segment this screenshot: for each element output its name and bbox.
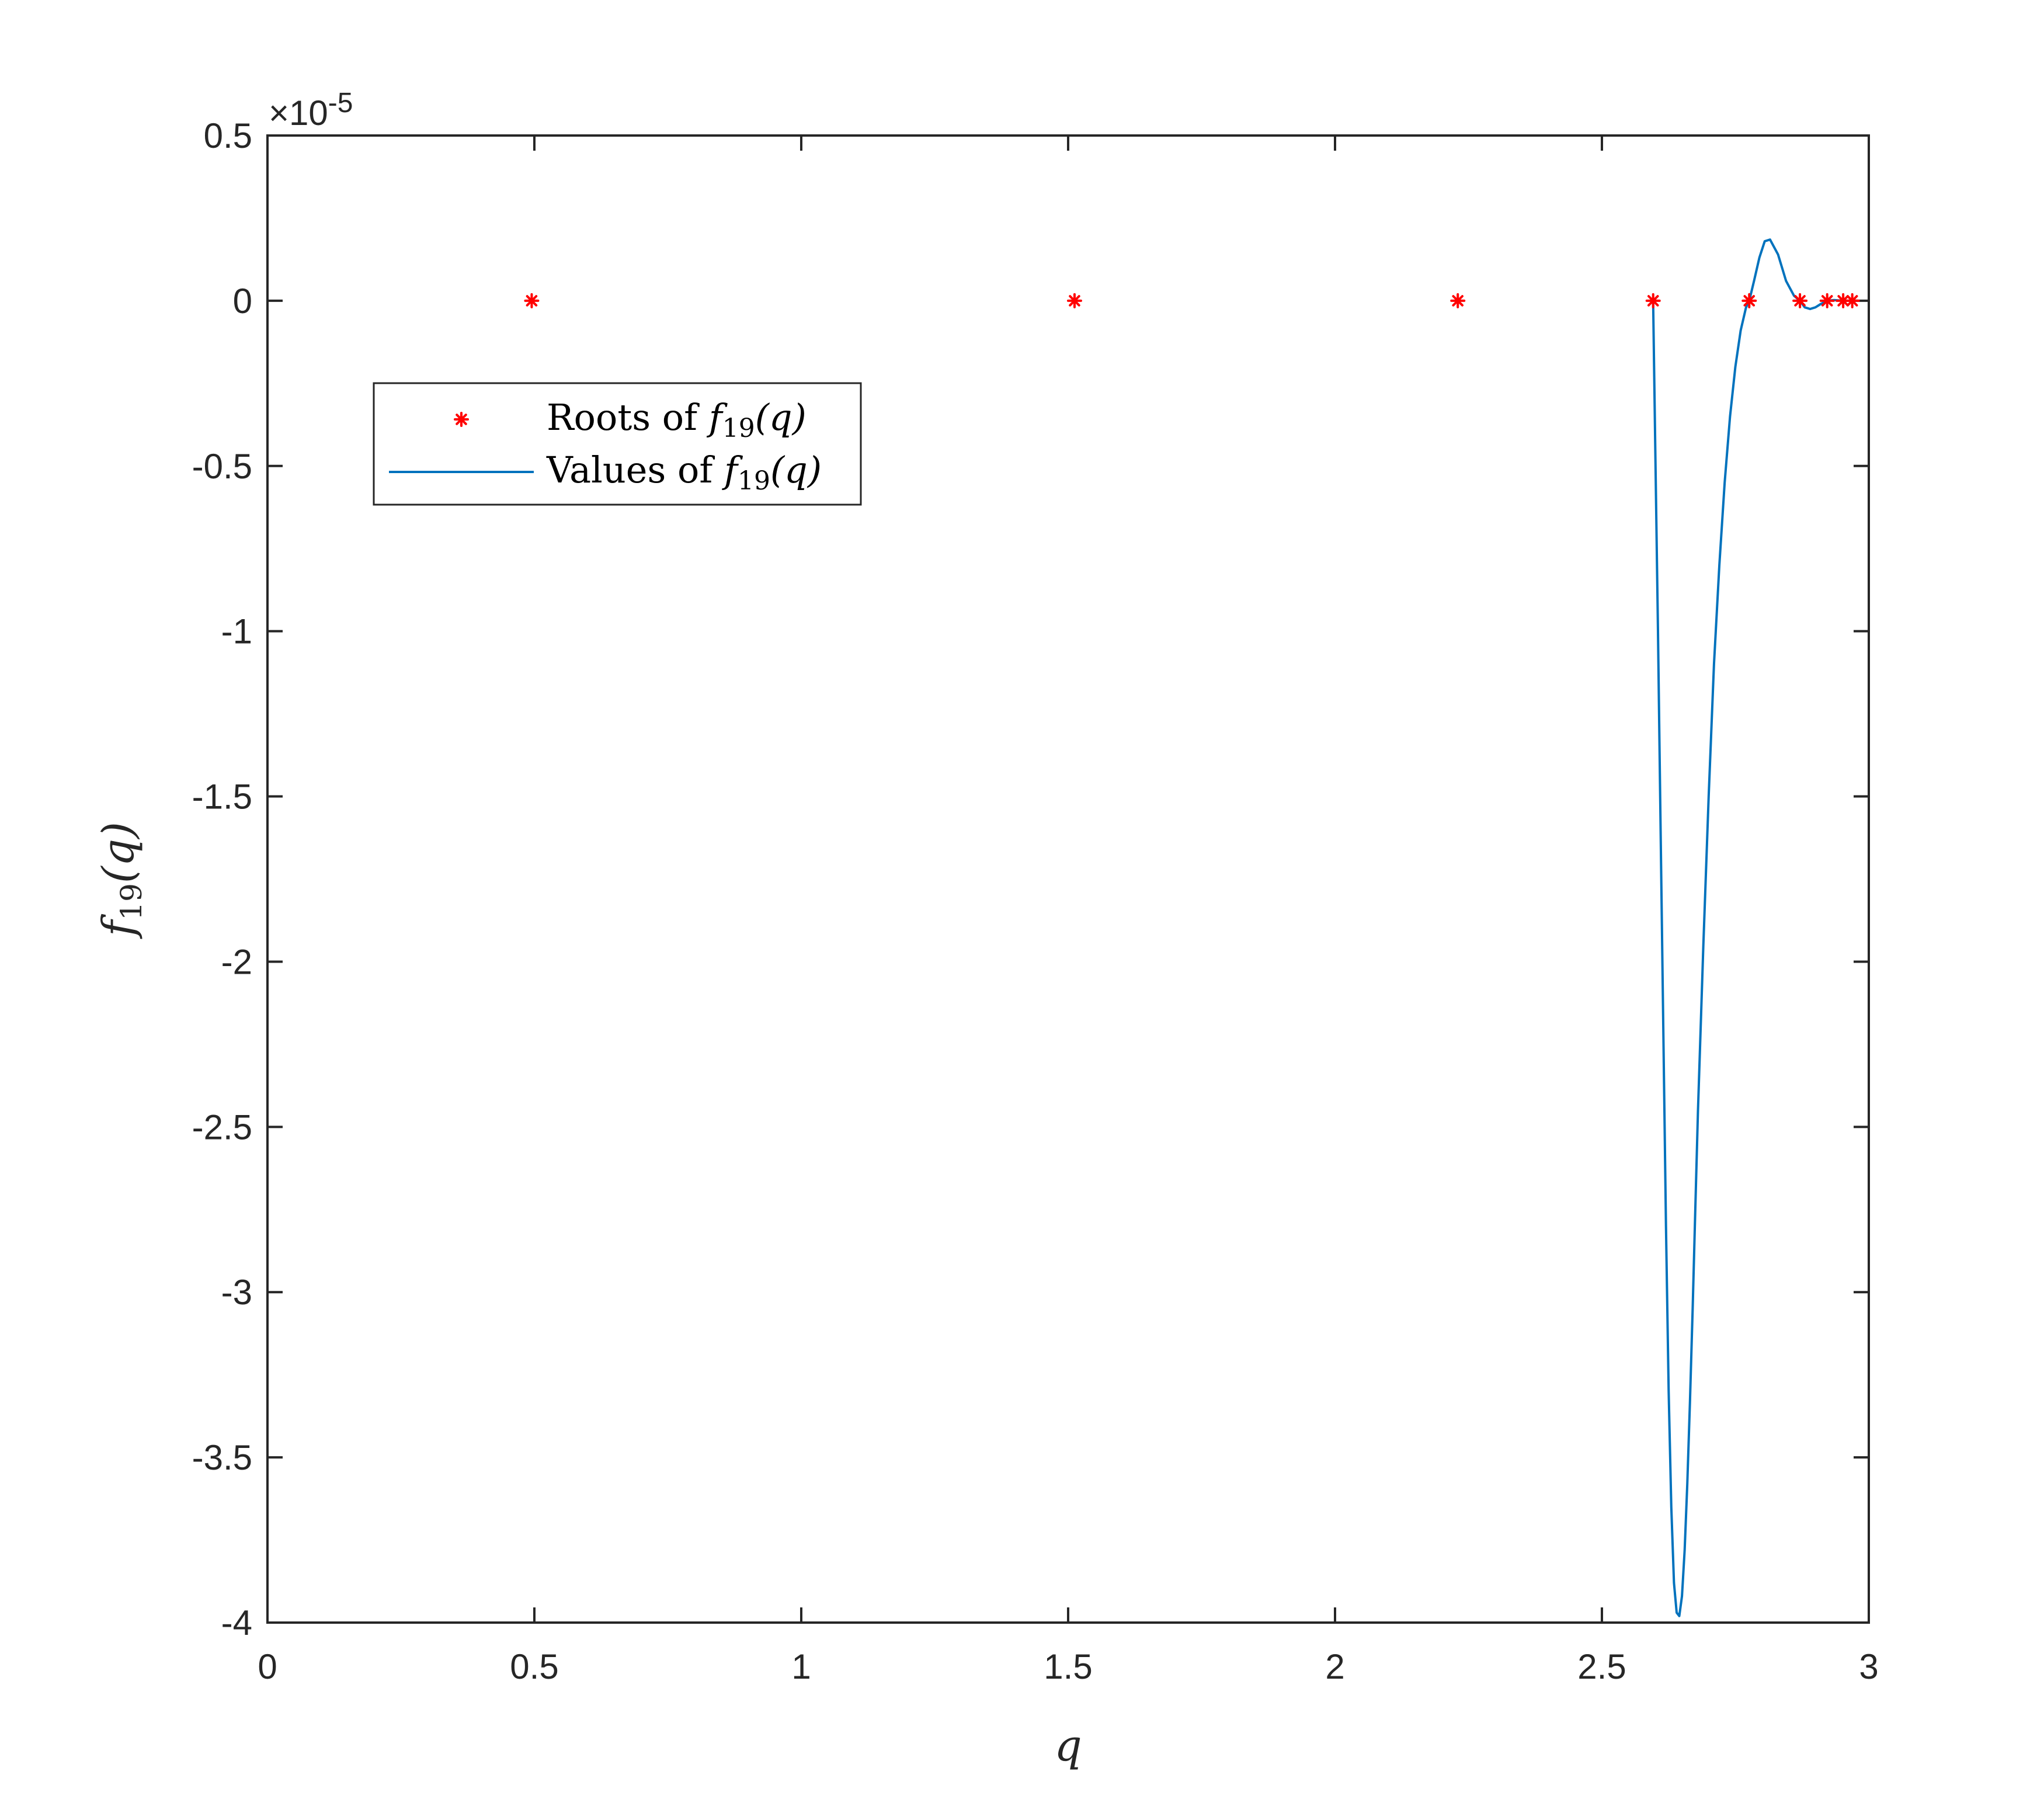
y-tick-label: -1: [221, 612, 252, 651]
root-point: [1844, 293, 1860, 308]
y-tick-label: 0: [233, 282, 252, 321]
x-tick-label: 0: [258, 1647, 277, 1686]
legend-entry-values-arg: (q): [770, 449, 822, 491]
legend-entry-roots-prefix: Roots of: [547, 396, 709, 439]
root-point: [524, 293, 540, 308]
root-point: [1066, 293, 1082, 308]
y-tick-label: -4: [221, 1603, 252, 1642]
legend-entry-roots: Roots of f19(q): [547, 396, 807, 443]
legend-asterisk: [454, 412, 469, 427]
roots-scatter-series: [524, 293, 1860, 308]
x-axis-label: q: [1054, 1721, 1082, 1771]
root-point: [1450, 293, 1466, 308]
root-point: [1792, 293, 1808, 308]
y-tick-label: -1.5: [192, 777, 252, 817]
y-scale-prefix: ×10: [269, 93, 328, 133]
x-tick-label: 1.5: [1044, 1647, 1092, 1686]
y-axis-label: f19(q): [93, 822, 148, 939]
y-tick-label: -2: [221, 942, 252, 981]
y-axis-label-arg: (q): [93, 822, 144, 883]
legend-box: [373, 382, 862, 506]
legend-entry-values-sub: 19: [738, 466, 770, 496]
y-tick-label: -0.5: [192, 447, 252, 486]
legend-entry-roots-arg: (q): [755, 396, 807, 439]
legend-marker-roots: [454, 412, 469, 427]
x-tick-label: 1: [791, 1647, 811, 1686]
tick-labels: 0 0.5 1 1.5 2 2.5 3 0.5 0 -0.5 -1 -1.5 -2 -2.5 -3 -3.5 -…: [192, 116, 1879, 1686]
legend-entry-values-prefix: Values of: [546, 449, 724, 491]
root-point: [1819, 293, 1835, 308]
y-tick-label: -3: [221, 1273, 252, 1312]
y-tick-label: 0.5: [204, 116, 252, 155]
x-tick-label: 2: [1325, 1647, 1344, 1686]
root-point: [1645, 293, 1661, 308]
axis-ticks: [266, 134, 1870, 1624]
y-scale-power: -5: [328, 88, 353, 119]
values-line: [1652, 238, 1858, 1617]
axes-box: [266, 134, 1870, 1624]
x-tick-label: 3: [1859, 1647, 1878, 1686]
y-axis-label-sub: 19: [114, 883, 148, 921]
x-tick-label: 2.5: [1577, 1647, 1626, 1686]
root-point: [1741, 293, 1757, 308]
values-line-series: [1652, 238, 1858, 1617]
legend-entry-roots-sub: 19: [722, 414, 755, 443]
plot-area: [266, 134, 1870, 1624]
y-tick-label: -2.5: [192, 1107, 252, 1147]
y-tick-label: -3.5: [192, 1438, 252, 1477]
y-scale-exponent: ×10-5: [269, 88, 353, 133]
x-tick-label: 0.5: [510, 1647, 558, 1686]
legend-entry-values: Values of f19(q): [546, 449, 822, 496]
legend: Roots of f19(q) Values of f19(q): [373, 382, 862, 506]
